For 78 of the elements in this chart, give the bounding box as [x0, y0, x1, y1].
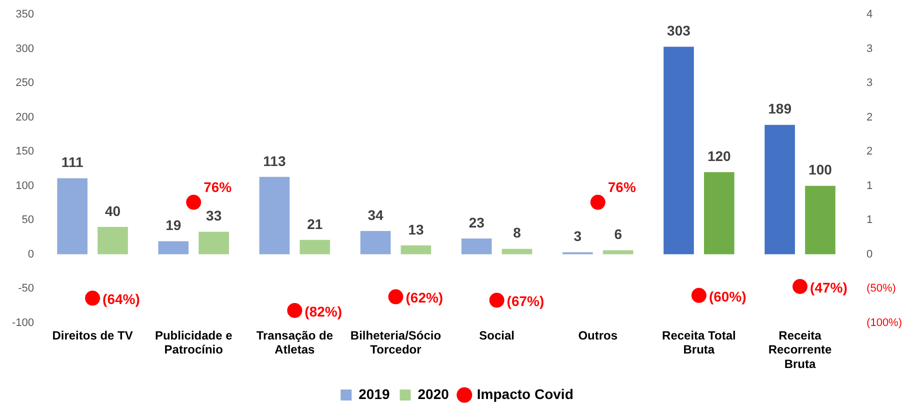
data-label: 111: [61, 154, 84, 170]
y2-tick-label: 0: [866, 248, 873, 260]
x-tick-label: Social: [479, 328, 514, 342]
point: [489, 292, 504, 308]
data-label: 40: [104, 202, 121, 219]
point: [792, 279, 808, 294]
bar: [400, 245, 432, 254]
y2-tick-label: 4: [866, 8, 873, 21]
point: [85, 290, 100, 306]
point: [590, 194, 606, 210]
y2-tick-label: 3: [866, 42, 873, 55]
y2-tick-label: (100%): [866, 316, 902, 329]
bar: [300, 240, 330, 254]
y-tick-label: 50: [22, 214, 34, 226]
point: [691, 288, 706, 303]
data-label: 76%: [204, 179, 232, 196]
bar: [461, 238, 492, 254]
data-label: (60%): [708, 288, 746, 304]
bar: [198, 232, 229, 254]
y2-tick-label: 2: [866, 111, 873, 124]
point: [287, 302, 302, 318]
x-tick-label: Direitos de TV: [52, 328, 133, 342]
bar: [502, 248, 532, 254]
y-tick-label: 0: [28, 248, 34, 260]
bar: [57, 178, 88, 254]
data-label: 113: [263, 152, 286, 169]
data-label: 76%: [608, 179, 636, 196]
data-label: 189: [768, 100, 792, 117]
bar: [360, 231, 391, 254]
y-tick-label: 200: [16, 111, 34, 124]
legend-label: Impacto Covid: [476, 386, 574, 402]
bar: [805, 186, 836, 254]
data-label: 19: [166, 217, 182, 234]
y-tick-label: 350: [16, 8, 34, 21]
data-label: (62%): [406, 290, 444, 306]
data-label: (47%): [810, 279, 848, 296]
bar: [98, 226, 128, 254]
y-tick-label: 300: [16, 42, 34, 55]
x-tick-label: Transação de Atletas: [256, 328, 334, 357]
bar: [704, 172, 734, 254]
data-label: (67%): [506, 293, 544, 310]
data-label: 3: [574, 228, 582, 244]
data-label: 21: [307, 216, 323, 232]
x-tick-label: Receita Total Bruta: [662, 328, 736, 357]
y-tick-label: 100: [16, 180, 34, 192]
y-tick-label: -50: [18, 282, 34, 295]
x-tick-label: Receita Recorrente Bruta: [768, 328, 832, 372]
point: [388, 289, 404, 304]
data-label: 8: [513, 224, 522, 241]
bar: [158, 241, 189, 254]
y-tick-label: -100: [12, 316, 34, 329]
data-label: 33: [206, 208, 222, 224]
legend-label: 2019: [358, 386, 390, 402]
bar: [664, 46, 694, 254]
y2-tick-label: 1: [866, 180, 873, 192]
legend-label: 2020: [418, 386, 450, 402]
y2-tick-label: (50%): [866, 282, 896, 295]
y2-tick-label: 3: [866, 77, 873, 90]
data-label: (64%): [102, 291, 140, 308]
x-tick-label: Outros: [578, 328, 618, 342]
y-tick-label: 250: [16, 77, 34, 90]
data-label: 34: [368, 206, 384, 223]
data-label: 120: [707, 148, 732, 164]
x-tick-label: Publicidade e Patrocínio: [154, 328, 233, 357]
bar: [764, 124, 795, 254]
data-label: 303: [667, 22, 691, 39]
data-label: (82%): [304, 303, 342, 320]
data-label: 100: [808, 162, 832, 178]
y2-tick-label: 2: [866, 146, 873, 158]
y-tick-label: 150: [16, 146, 34, 158]
data-label: 23: [468, 214, 485, 230]
point: [186, 194, 202, 210]
x-tick-label: Bilheteria/Sócio Torcedor: [350, 328, 442, 357]
data-label: 6: [614, 226, 622, 242]
bar: [602, 250, 634, 254]
y2-tick-label: 1: [866, 214, 873, 226]
bar: [259, 176, 290, 254]
data-label: 13: [408, 221, 424, 238]
